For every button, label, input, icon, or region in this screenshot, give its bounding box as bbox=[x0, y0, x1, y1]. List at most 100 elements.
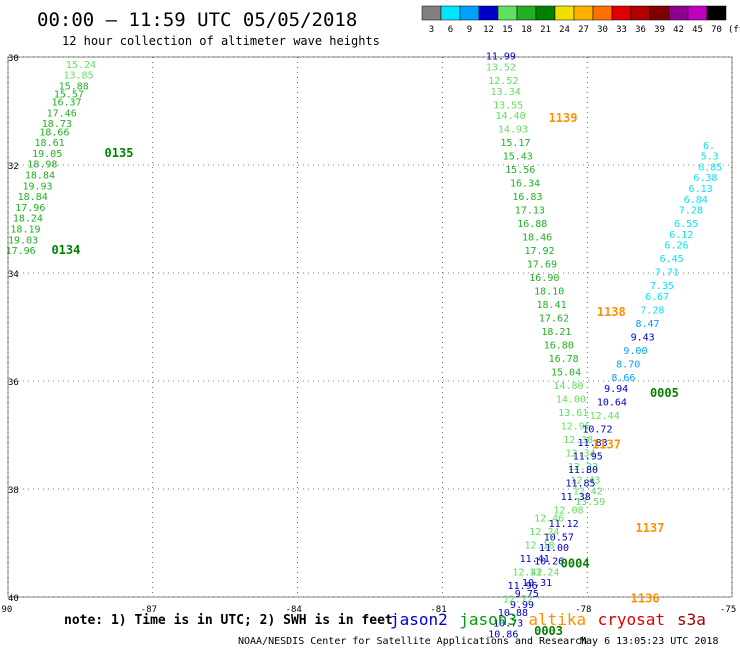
legend-swatch bbox=[611, 5, 632, 21]
lon-label: -84 bbox=[286, 605, 302, 615]
wave-height-value: 6.85 bbox=[698, 162, 722, 173]
wave-height-value: 14.80 bbox=[553, 381, 583, 392]
wave-height-value: 16.83 bbox=[512, 192, 542, 203]
legend-swatch bbox=[592, 5, 613, 21]
wave-height-value: 6.45 bbox=[660, 254, 684, 265]
timestamp-text: May 6 13:05:23 UTC 2018 bbox=[580, 636, 718, 647]
lat-label: 32 bbox=[8, 162, 19, 172]
wave-height-value: 17.96 bbox=[6, 246, 36, 257]
pass-time-label: 0134 bbox=[51, 243, 80, 257]
wave-height-value: 5.3 bbox=[701, 152, 719, 163]
wave-height-value: 11.41 bbox=[520, 554, 550, 565]
wave-height-value: 10.64 bbox=[597, 397, 627, 408]
wave-height-value: 13.52 bbox=[486, 63, 516, 74]
wave-height-value: 6.38 bbox=[693, 173, 717, 184]
wave-height-value: 18.10 bbox=[534, 287, 564, 298]
wave-height-value: 11.80 bbox=[568, 465, 598, 476]
wave-height-value: 18.73 bbox=[42, 119, 72, 130]
wave-height-value: 11.95 bbox=[573, 451, 603, 462]
wave-height-value: 16.34 bbox=[510, 179, 540, 190]
wave-height-value: 18.98 bbox=[27, 160, 57, 171]
satellite-legend: jason2 jason3 altika cryosat s3a bbox=[390, 610, 706, 629]
lon-label: -81 bbox=[430, 605, 446, 615]
wave-height-value: 12.52 bbox=[488, 76, 518, 87]
wave-height-value: 10.73 bbox=[493, 619, 523, 630]
wave-height-value: 9.43 bbox=[631, 333, 655, 344]
wave-height-value: 19.05 bbox=[32, 149, 62, 160]
wave-height-value: 9.99 bbox=[510, 600, 534, 611]
legend-swatch bbox=[421, 5, 442, 21]
wave-height-value: 8.70 bbox=[616, 360, 640, 371]
wave-height-value: 6.12 bbox=[669, 230, 693, 241]
wave-height-value: 16.88 bbox=[517, 219, 547, 230]
lon-label: -78 bbox=[575, 605, 591, 615]
wave-height-value: 11.99 bbox=[486, 52, 516, 63]
wave-height-value: 13.55 bbox=[493, 100, 523, 111]
wave-height-value: 17.13 bbox=[515, 206, 545, 217]
wave-height-value: 12.38 bbox=[563, 435, 593, 446]
wave-height-value: 6. bbox=[703, 141, 715, 152]
wave-height-value: 12.44 bbox=[590, 411, 620, 422]
lat-label: 38 bbox=[8, 486, 19, 496]
wave-height-value: 16.37 bbox=[51, 98, 81, 109]
satellite-name: s3a bbox=[677, 610, 706, 629]
legend-label: 21 bbox=[540, 25, 551, 35]
pass-time-label: 0003 bbox=[534, 624, 563, 638]
satellite-name: cryosat bbox=[598, 610, 665, 629]
pass-time-label: 0005 bbox=[650, 386, 679, 400]
satellite-name: altika bbox=[528, 610, 586, 629]
legend-swatch bbox=[668, 5, 689, 21]
wave-height-value: 17.46 bbox=[47, 108, 77, 119]
wave-height-value: 10.57 bbox=[544, 532, 574, 543]
legend-swatch bbox=[573, 5, 594, 21]
wave-height-value: 14.00 bbox=[556, 395, 586, 406]
wave-height-value: 11.85 bbox=[565, 478, 595, 489]
legend-swatch bbox=[554, 5, 575, 21]
wave-height-value: 18.41 bbox=[537, 300, 567, 311]
wave-height-value: 9.00 bbox=[623, 346, 647, 357]
legend-unit: (ft) bbox=[728, 25, 740, 35]
legend-label: 70 bbox=[711, 25, 722, 35]
pass-time-label: 1139 bbox=[549, 111, 578, 125]
map-frame bbox=[7, 56, 733, 598]
wave-height-value: 7.28 bbox=[679, 206, 703, 217]
wave-height-value: 12.34 bbox=[565, 449, 595, 460]
lat-label: 36 bbox=[8, 378, 19, 388]
pass-time-label: 1137 bbox=[592, 438, 621, 452]
wave-height-value: 12.33 bbox=[568, 462, 598, 473]
wave-height-value: 11.83 bbox=[578, 438, 608, 449]
wave-height-value: 11.00 bbox=[539, 543, 569, 554]
legend-swatch bbox=[478, 5, 499, 21]
wave-height-value: 15.43 bbox=[503, 152, 533, 163]
legend-swatch bbox=[649, 5, 670, 21]
wave-height-value: 11.38 bbox=[561, 492, 591, 503]
pass-time-label: 1137 bbox=[635, 521, 664, 535]
wave-height-value: 10.88 bbox=[498, 608, 528, 619]
legend-swatch bbox=[706, 5, 727, 21]
wave-height-value: 17.69 bbox=[527, 260, 557, 271]
wave-height-value: 7.28 bbox=[640, 306, 664, 317]
wave-height-value: 17.62 bbox=[539, 314, 569, 325]
wave-height-value: 13.24 bbox=[529, 567, 559, 578]
wave-height-value: 18.21 bbox=[541, 327, 571, 338]
wave-height-value: 13.34 bbox=[491, 87, 521, 98]
wave-height-value: 18.84 bbox=[18, 192, 48, 203]
lat-lon-grid bbox=[7, 56, 733, 598]
wave-height-value: 13.61 bbox=[558, 408, 588, 419]
wave-height-value: 18.24 bbox=[13, 214, 43, 225]
legend-label: 15 bbox=[502, 25, 513, 35]
legend-label: 36 bbox=[635, 25, 646, 35]
satellite-name: jason2 bbox=[390, 610, 448, 629]
legend-label: 33 bbox=[616, 25, 627, 35]
legend-swatch bbox=[516, 5, 537, 21]
legend-label: 6 bbox=[448, 25, 453, 35]
wave-height-value: 12.08 bbox=[553, 505, 583, 516]
wave-height-value: 10.26 bbox=[534, 557, 564, 568]
wave-height-value: 11.12 bbox=[549, 519, 579, 530]
pass-time-label: 1138 bbox=[597, 305, 626, 319]
legend-label: 9 bbox=[467, 25, 472, 35]
map-subtitle: 12 hour collection of altimeter wave hei… bbox=[62, 34, 380, 48]
wave-height-value: 12.43 bbox=[570, 476, 600, 487]
wave-height-value: 12.42 bbox=[512, 567, 542, 578]
